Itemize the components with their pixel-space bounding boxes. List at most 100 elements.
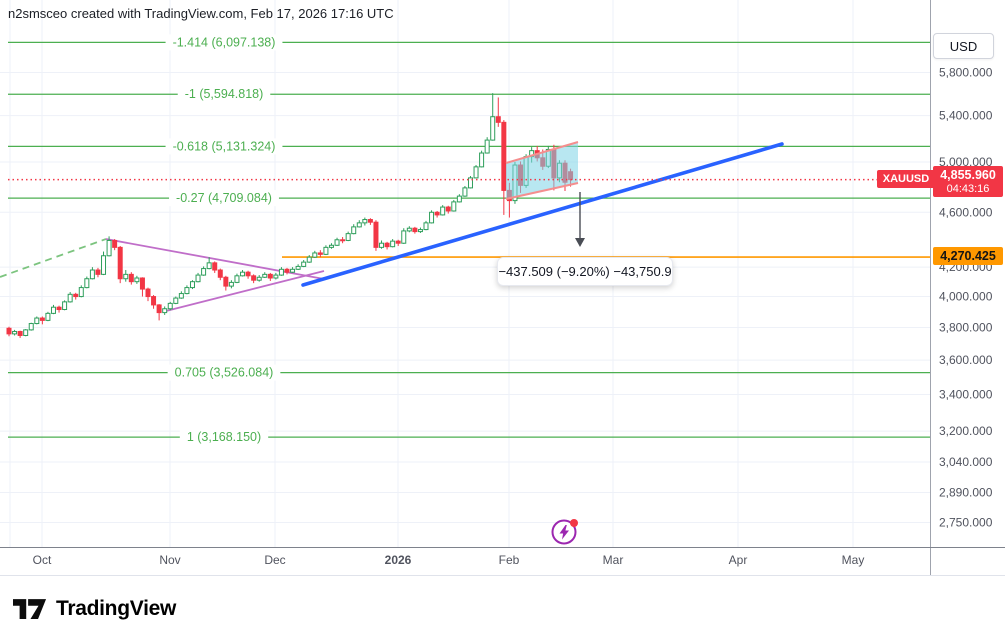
candle-body xyxy=(73,293,79,298)
candle-body xyxy=(356,222,362,228)
candle-body xyxy=(34,317,40,325)
fib-level-label: -0.618 (5,131.324) xyxy=(173,139,276,153)
time-tick-label: Mar xyxy=(603,553,624,567)
candle-body xyxy=(484,139,490,154)
candle-body xyxy=(445,206,451,212)
candle-body xyxy=(434,211,440,216)
price-tick-label: 5,800.000 xyxy=(939,66,993,80)
candle-body xyxy=(262,273,268,278)
tradingview-logo[interactable]: TradingView xyxy=(13,597,176,621)
candle-body xyxy=(128,273,134,283)
candle-body xyxy=(467,177,473,189)
candle-body xyxy=(456,195,462,203)
fib-label-bg xyxy=(177,86,271,103)
fib-label-bg xyxy=(167,364,281,381)
time-tick-label: May xyxy=(842,553,865,567)
lightning-event-icon[interactable] xyxy=(551,517,579,545)
candle-body xyxy=(23,329,29,336)
candle-body xyxy=(145,288,151,298)
price-tick-label: 5,000.000 xyxy=(939,155,993,169)
candle-body xyxy=(212,262,218,271)
candle-body xyxy=(423,222,429,231)
candle-body xyxy=(112,239,118,248)
candle-body xyxy=(306,256,312,263)
bar-countdown: 04:43:16 xyxy=(946,182,990,195)
candle-body xyxy=(56,306,62,311)
candle-body xyxy=(251,275,257,281)
last-price-axis-label: 4,855.960 04:43:16 xyxy=(933,166,1003,197)
lightning-icon xyxy=(551,519,578,545)
candle-body xyxy=(328,244,334,248)
alert-line-axis-label[interactable]: 4,270.425 xyxy=(933,247,1003,265)
candle-body xyxy=(12,330,18,335)
tradingview-logo-text: TradingView xyxy=(56,597,177,620)
currency-toggle-button[interactable]: USD xyxy=(933,33,994,59)
candle-body xyxy=(6,327,12,335)
candle-body xyxy=(373,221,379,248)
candle-body xyxy=(417,229,423,233)
candle-body xyxy=(195,274,201,283)
candle-body xyxy=(495,116,501,123)
price-tick-label: 3,400.000 xyxy=(939,388,993,402)
bottom-separator xyxy=(0,575,1005,576)
candle-body xyxy=(451,201,457,212)
candle-body xyxy=(123,273,129,280)
chart-attribution: n2smsceo created with TradingView.com, F… xyxy=(8,6,394,21)
candle-body xyxy=(184,287,190,295)
price-axis-border xyxy=(930,0,931,575)
measurement-tooltip: −437.509 (−9.20%) −43,750.9 xyxy=(497,257,673,286)
candle-body xyxy=(362,219,368,224)
candle-body xyxy=(490,116,496,141)
fib-level-label: -0.27 (4,709.084) xyxy=(176,191,272,205)
dashed-trendline xyxy=(0,238,107,278)
tradingview-logo-icon xyxy=(13,598,47,619)
candle-body xyxy=(273,274,279,279)
candle-body xyxy=(295,265,301,270)
price-tick-label: 3,200.000 xyxy=(939,424,993,438)
candle-body xyxy=(462,187,468,197)
time-tick-label: 2026 xyxy=(385,553,412,567)
candle-body xyxy=(240,271,246,277)
candle-body xyxy=(206,262,212,270)
candle-body xyxy=(256,276,262,281)
candle-body xyxy=(406,227,412,232)
price-tick-label: 4,600.000 xyxy=(939,205,993,219)
candle-body xyxy=(384,242,390,248)
candle-body xyxy=(412,227,418,233)
price-tick-label: 4,000.000 xyxy=(939,290,993,304)
candle-body xyxy=(50,306,56,314)
candle-body xyxy=(84,278,90,289)
candle-body xyxy=(39,317,45,321)
flag-channel-bottom xyxy=(505,182,579,200)
candle-body xyxy=(89,269,95,280)
candle-body xyxy=(473,166,479,179)
notification-dot xyxy=(570,519,578,527)
fib-label-bg xyxy=(165,138,283,155)
candle-body xyxy=(151,296,157,306)
candle-body xyxy=(301,261,307,267)
price-tick-label: 3,600.000 xyxy=(939,353,993,367)
candle-body xyxy=(390,240,396,248)
time-tick-label: Dec xyxy=(264,553,285,567)
time-tick-label: Apr xyxy=(729,553,748,567)
candle-body xyxy=(67,293,73,303)
candle-body xyxy=(317,252,323,255)
candle-body xyxy=(267,273,273,279)
candle-body xyxy=(345,233,351,241)
time-tick-label: Feb xyxy=(499,553,520,567)
candle-body xyxy=(28,323,34,331)
fib-label-bg xyxy=(165,34,283,51)
last-price-value: 4,855.960 xyxy=(940,167,996,182)
fib-level-label: 0.705 (3,526.084) xyxy=(175,366,274,380)
triangle-upper-line xyxy=(105,238,325,280)
candle-body xyxy=(167,302,173,310)
triangle-lower-line xyxy=(165,270,325,312)
candle-body xyxy=(178,293,184,299)
candle-body xyxy=(201,268,207,276)
candle-body xyxy=(290,268,296,273)
candle-body xyxy=(106,239,112,257)
symbol-price-flag[interactable]: XAUUSD xyxy=(877,170,935,188)
candle-body xyxy=(245,271,251,277)
price-chart-canvas[interactable]: 5,800.0005,400.0005,000.0004,600.0004,20… xyxy=(0,0,1005,575)
